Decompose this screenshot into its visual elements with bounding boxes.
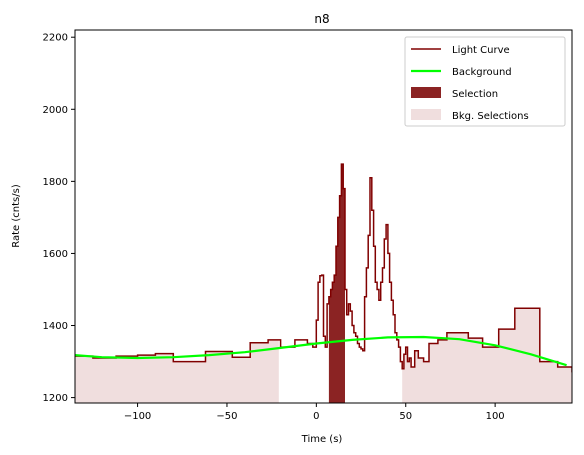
x-tick-label-0: 0 [313,411,319,422]
bkg-selection-region-1 [402,308,572,403]
x-tick-label--100: −100 [124,411,151,422]
background-series [75,335,567,367]
legend-frame [404,36,566,127]
legend-bkg-selections-label: Bkg. Selections [452,111,529,122]
x-tick-label--50: −50 [216,411,237,422]
y-tick-label-2200: 2200 [43,33,68,44]
chart-title: n8 [314,12,329,26]
legend-bkg-selections-swatch [411,109,441,120]
plot-content [75,163,572,403]
x-axis-label: Time (s) [301,434,343,445]
y-tick-label-1600: 1600 [43,249,68,260]
legend-selection-label: Selection [452,89,498,100]
y-axis-label: Rate (cnts/s) [11,184,22,248]
legend-selection-swatch [411,87,441,98]
light-curve-series [75,163,572,373]
bkg-selection-region-0 [75,339,279,403]
legend-background-label: Background [452,67,512,78]
plot-area [75,163,572,403]
x-tick-label-100: 100 [486,411,505,422]
y-tick-label-1200: 1200 [43,393,68,404]
legend: Light Curve Background Selection Bkg. Se… [404,36,566,127]
x-tick-label-50: 50 [399,411,412,422]
selection-region [328,164,345,403]
axes-frame [74,29,573,404]
y-tick-label-2000: 2000 [43,105,68,116]
axis-ticks: −100 −50 0 50 100 1200 1400 1600 1800 2000 2200 [43,33,505,422]
y-tick-label-1800: 1800 [43,177,68,188]
y-tick-label-1400: 1400 [43,321,68,332]
legend-light-curve-label: Light Curve [452,45,510,56]
